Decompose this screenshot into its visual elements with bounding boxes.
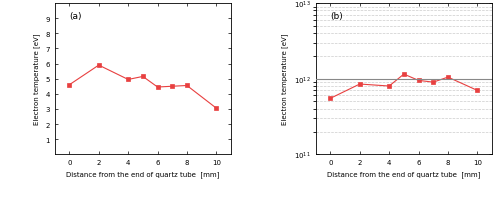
X-axis label: Distance from the end of quartz tube  [mm]: Distance from the end of quartz tube [mm… bbox=[66, 171, 220, 178]
X-axis label: Distance from the end of quartz tube  [mm]: Distance from the end of quartz tube [mm… bbox=[327, 171, 481, 178]
Text: (b): (b) bbox=[330, 12, 342, 21]
Y-axis label: Electron temperature [eV]: Electron temperature [eV] bbox=[33, 34, 40, 125]
Y-axis label: Electron temperature [eV]: Electron temperature [eV] bbox=[282, 34, 288, 125]
Text: (a): (a) bbox=[69, 12, 82, 21]
